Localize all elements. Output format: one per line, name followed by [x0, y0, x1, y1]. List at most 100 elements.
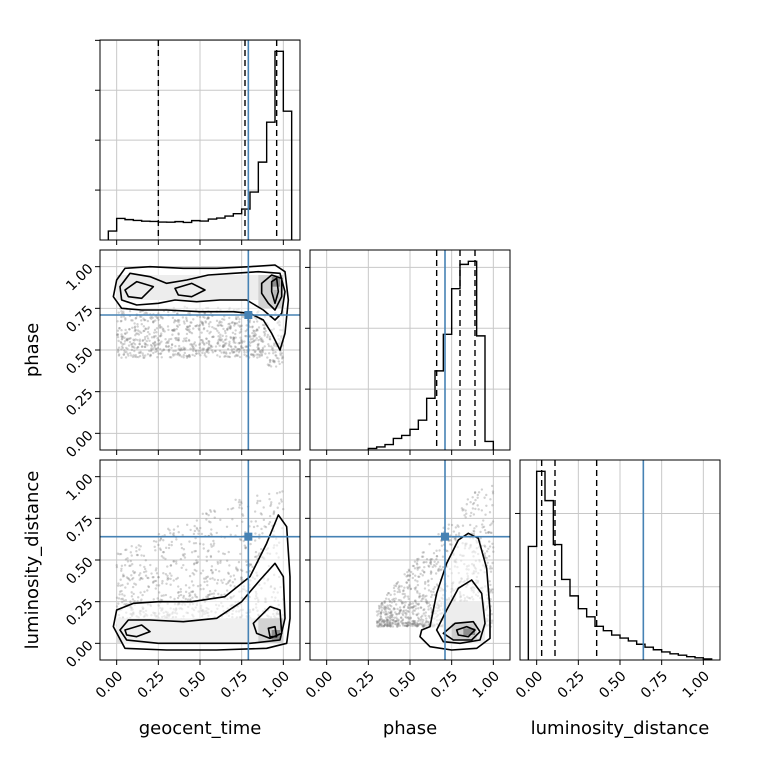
scatter-point: [165, 341, 168, 345]
scatter-point: [392, 619, 395, 622]
scatter-point: [270, 501, 273, 504]
scatter-point: [219, 323, 222, 327]
scatter-point: [400, 616, 403, 619]
scatter-point: [490, 619, 494, 622]
scatter-point: [117, 353, 121, 356]
scatter-point: [471, 496, 474, 499]
scatter-point: [406, 609, 409, 613]
scatter-point: [176, 312, 179, 315]
scatter-point: [121, 346, 125, 350]
scatter-point: [237, 351, 241, 354]
scatter-point: [193, 593, 197, 596]
scatter-point: [236, 347, 240, 351]
scatter-point: [192, 542, 196, 545]
scatter-point: [252, 349, 255, 352]
scatter-point: [182, 347, 186, 351]
scatter-point: [249, 542, 252, 546]
scatter-point: [124, 599, 128, 602]
scatter-point: [203, 343, 206, 346]
contour-level-1: [119, 270, 286, 321]
scatter-point: [400, 585, 403, 588]
scatter-point: [204, 577, 208, 580]
scatter-point: [389, 593, 392, 597]
scatter-point: [185, 316, 188, 319]
scatter-point: [403, 592, 406, 596]
scatter-point: [491, 492, 495, 495]
scatter-point: [133, 355, 137, 358]
scatter-point: [184, 347, 187, 350]
scatter-point: [393, 622, 397, 626]
scatter-point: [449, 539, 452, 542]
scatter-point: [148, 332, 151, 336]
scatter-point: [391, 598, 394, 601]
scatter-point: [129, 354, 133, 357]
scatter-point: [484, 545, 487, 548]
scatter-point: [120, 342, 123, 345]
scatter-point: [412, 619, 415, 623]
scatter-point: [437, 569, 440, 573]
scatter-point: [383, 607, 386, 610]
scatter-point: [389, 616, 392, 620]
scatter-point: [140, 554, 143, 557]
scatter-point: [383, 607, 386, 611]
scatter-point: [217, 592, 220, 596]
scatter-point: [192, 318, 195, 321]
scatter-point: [394, 620, 398, 623]
scatter-point: [391, 625, 395, 628]
scatter-point: [439, 565, 442, 568]
scatter-point: [196, 324, 199, 327]
scatter-point: [417, 603, 420, 606]
scatter-point: [172, 321, 176, 324]
scatter-point: [240, 341, 244, 344]
scatter-point: [405, 611, 408, 615]
scatter-point: [183, 552, 186, 556]
scatter-point: [209, 345, 213, 348]
scatter-point: [188, 355, 191, 359]
scatter-point: [413, 624, 417, 627]
scatter-point: [392, 608, 395, 611]
scatter-point: [155, 567, 158, 570]
scatter-point: [239, 568, 243, 572]
scatter-point: [170, 346, 173, 349]
scatter-point: [378, 623, 381, 626]
scatter-point: [142, 325, 146, 328]
scatter-point: [238, 331, 242, 334]
scatter-point: [208, 340, 211, 343]
scatter-point: [397, 587, 400, 590]
scatter-point: [281, 356, 285, 359]
scatter-point: [405, 624, 408, 628]
scatter-point: [229, 326, 232, 329]
scatter-point: [473, 527, 476, 530]
scatter-point: [231, 581, 235, 584]
scatter-point: [212, 544, 215, 547]
scatter-point: [279, 498, 283, 501]
scatter-point: [263, 327, 267, 330]
scatter-point: [198, 335, 201, 339]
scatter-point: [192, 573, 196, 576]
scatter-point: [241, 346, 245, 350]
scatter-point: [167, 345, 171, 348]
scatter-point: [119, 552, 123, 556]
scatter-point: [201, 322, 205, 325]
scatter-point: [194, 549, 198, 553]
scatter-point: [131, 585, 135, 589]
scatter-point: [440, 568, 443, 571]
scatter-point: [488, 540, 491, 543]
scatter-point: [191, 353, 194, 357]
scatter-point: [404, 621, 407, 625]
scatter-point: [152, 539, 156, 543]
scatter-point: [400, 619, 403, 623]
scatter-point: [383, 624, 386, 627]
scatter-point: [450, 543, 453, 546]
scatter-point: [142, 329, 145, 333]
scatter-point: [135, 553, 139, 557]
scatter-point: [132, 576, 135, 580]
scatter-point: [238, 325, 242, 329]
scatter-point: [205, 337, 208, 340]
scatter-point: [257, 347, 260, 350]
scatter-point: [116, 329, 120, 332]
scatter-point: [240, 324, 243, 327]
scatter-point: [412, 609, 415, 612]
scatter-point: [489, 498, 492, 501]
